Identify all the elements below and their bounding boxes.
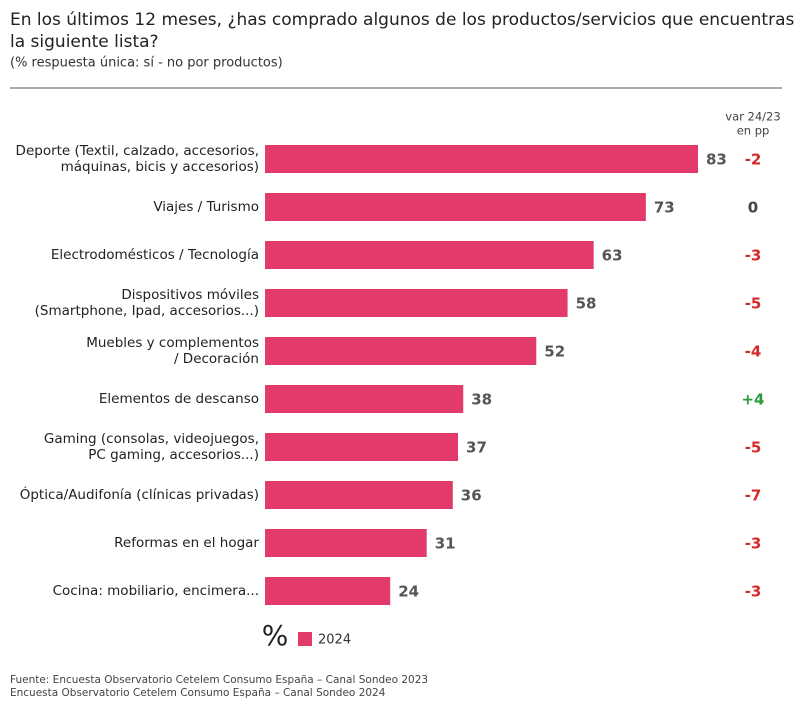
value-label: 24 bbox=[398, 583, 419, 601]
bar bbox=[265, 481, 453, 509]
bar bbox=[265, 193, 646, 221]
value-label: 31 bbox=[435, 535, 456, 553]
category-label: (Smartphone, Ipad, accesorios...) bbox=[35, 303, 259, 319]
bar bbox=[265, 289, 568, 317]
change-label: -4 bbox=[745, 343, 762, 361]
category-label: Óptica/Audifonía (clínicas privadas) bbox=[20, 485, 259, 503]
value-label: 83 bbox=[706, 151, 727, 169]
category-label: máquinas, bicis y accesorios) bbox=[61, 159, 259, 175]
bar bbox=[265, 145, 698, 173]
change-label: -2 bbox=[745, 151, 762, 169]
category-label: PC gaming, accesorios...) bbox=[88, 447, 259, 463]
bar bbox=[265, 577, 391, 605]
bar bbox=[265, 529, 427, 557]
change-label: -3 bbox=[745, 535, 762, 553]
change-header: var 24/23 bbox=[725, 110, 780, 124]
change-label: -5 bbox=[745, 439, 762, 457]
category-label: / Decoración bbox=[174, 351, 259, 367]
change-label: -7 bbox=[745, 487, 762, 505]
change-label: +4 bbox=[741, 391, 764, 409]
source: Encuesta Observatorio Cetelem Consumo Es… bbox=[10, 687, 386, 699]
value-label: 52 bbox=[544, 343, 565, 361]
value-label: 37 bbox=[466, 439, 487, 457]
chart-title: la siguiente lista? bbox=[10, 32, 159, 52]
value-label: 36 bbox=[461, 487, 482, 505]
chart-subtitle: (% respuesta única: sí - no por producto… bbox=[10, 56, 283, 71]
bar bbox=[265, 433, 459, 461]
value-label: 63 bbox=[602, 247, 623, 265]
change-label: -3 bbox=[745, 247, 762, 265]
change-label: 0 bbox=[748, 199, 758, 217]
category-label: Deporte (Textil, calzado, accesorios, bbox=[16, 143, 259, 159]
legend-swatch bbox=[298, 632, 312, 646]
value-label: 38 bbox=[471, 391, 492, 409]
value-label: 58 bbox=[576, 295, 597, 313]
bar bbox=[265, 241, 594, 269]
change-label: -5 bbox=[745, 295, 762, 313]
category-label: Muebles y complementos bbox=[86, 335, 259, 351]
change-label: -3 bbox=[745, 583, 762, 601]
category-label: Reformas en el hogar bbox=[114, 535, 259, 551]
category-label: Gaming (consolas, videojuegos, bbox=[44, 431, 259, 447]
category-label: Cocina: mobiliario, encimera... bbox=[53, 583, 259, 599]
unit-symbol: % bbox=[262, 619, 289, 652]
category-label: Dispositivos móviles bbox=[121, 287, 259, 303]
category-label: Elementos de descanso bbox=[99, 391, 259, 407]
change-header: en pp bbox=[737, 124, 770, 138]
value-label: 73 bbox=[654, 199, 675, 217]
bar bbox=[265, 385, 464, 413]
legend-label: 2024 bbox=[318, 633, 351, 648]
source: Fuente: Encuesta Observatorio Cetelem Co… bbox=[10, 674, 428, 686]
category-label: Viajes / Turismo bbox=[153, 199, 259, 215]
category-label: Electrodomésticos / Tecnología bbox=[51, 247, 259, 263]
bar bbox=[265, 337, 537, 365]
chart-title: En los últimos 12 meses, ¿has comprado a… bbox=[10, 10, 794, 30]
